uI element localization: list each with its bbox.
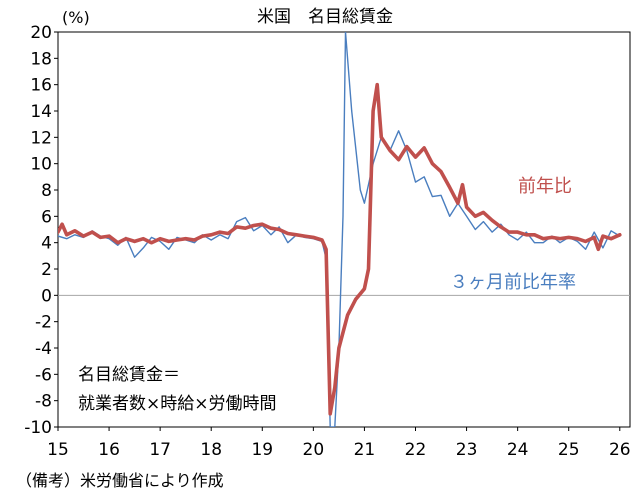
x-tick-label: 19 [251,440,273,460]
y-tick-label: 8 [41,181,52,201]
y-tick-label: 4 [41,234,52,254]
y-tick-label: 20 [30,23,52,43]
x-tick-label: 26 [609,440,631,460]
chart-title: 米国 名目総賃金 [257,7,393,27]
y-tick-label: -10 [24,418,52,438]
series-label-3m: ３ヶ月前比年率 [450,272,576,293]
y-tick-label: 10 [30,155,52,175]
x-tick-label: 20 [303,440,325,460]
x-tick-label: 21 [354,440,376,460]
y-tick-label: 18 [30,49,52,69]
y-tick-label: 14 [30,102,52,122]
y-tick-label: 16 [30,76,52,96]
x-tick-label: 22 [405,440,427,460]
y-tick-label: -4 [35,339,52,359]
formula-line-2: 就業者数×時給×労働時間 [78,394,277,414]
x-tick-label: 25 [558,440,580,460]
y-tick-label: -6 [35,365,52,385]
x-tick-label: 15 [47,440,69,460]
series-line-yoy [58,82,622,416]
y-tick-label: -2 [35,313,52,333]
x-tick-label: 16 [98,440,120,460]
y-tick-label: 6 [41,207,52,227]
x-axis: 15 16 17 18 19 20 21 22 23 24 25 26 [47,427,631,460]
y-tick-label: 2 [41,260,52,280]
x-tick-label: 18 [200,440,222,460]
y-tick-label: 0 [41,286,52,306]
source-note: （備考）米労働省により作成 [16,471,224,490]
x-tick-label: 24 [507,440,529,460]
y-tick-label: -8 [35,392,52,412]
series-label-yoy: 前年比 [518,176,572,197]
y-axis-unit: (%) [62,8,90,27]
y-tick-label: 12 [30,128,52,148]
formula-line-1: 名目総賃金＝ [78,365,180,385]
x-tick-label: 17 [149,440,171,460]
series-layer [58,32,630,427]
x-tick-label: 23 [456,440,478,460]
